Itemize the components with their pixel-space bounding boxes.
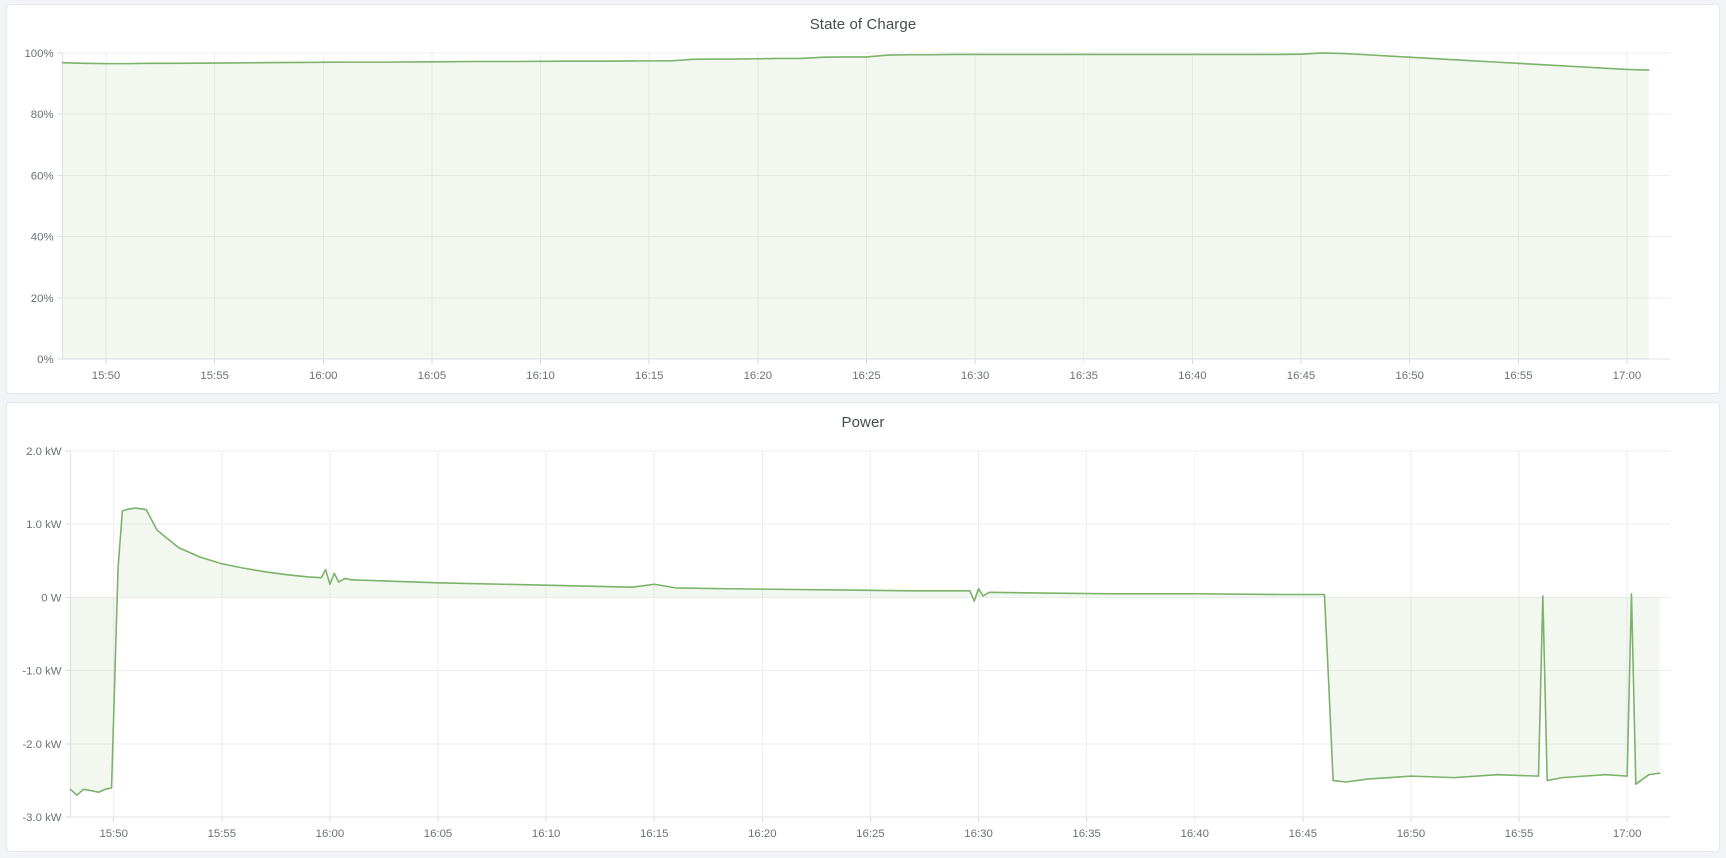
y-tick-label: -1.0 kW [22, 666, 61, 678]
x-tick-label: 16:40 [1178, 370, 1207, 382]
y-tick-label: -2.0 kW [22, 739, 61, 751]
y-tick-label: 60% [31, 170, 54, 182]
x-tick-label: 16:35 [1072, 828, 1100, 840]
x-tick-label: 16:50 [1397, 828, 1425, 840]
panel-title-power: Power [841, 414, 885, 431]
plot-area-state-of-charge[interactable]: 0% 20% 40% 60% 80% 100% 15:50 15:55 16:00 16:05 16… [7, 39, 1719, 393]
series-area-fill [62, 52, 1649, 360]
x-tick-label: 16:20 [744, 370, 773, 382]
y-tick-label: 0% [37, 354, 53, 366]
x-tick-label: 16:05 [424, 828, 452, 840]
x-tick-label: 16:40 [1180, 828, 1208, 840]
y-tick-label: 100% [24, 48, 53, 60]
x-tick-label: 15:50 [92, 370, 121, 382]
x-tick-label: 16:35 [1069, 370, 1098, 382]
series-line [61, 52, 1650, 71]
plot-area-power[interactable]: 2.0 kW 1.0 kW 0 W -1.0 kW -2.0 kW -3.0 kW 15:5… [7, 437, 1719, 851]
x-tick-label: 16:30 [961, 370, 990, 382]
panel-state-of-charge: State of Charge 0% 20% 40% 60% 80% 100% 15:50 1… [6, 4, 1720, 394]
x-tick-label: 17:00 [1613, 370, 1642, 382]
chart-state-of-charge[interactable]: 0% 20% 40% 60% 80% 100% 15:50 15:55 16:00 16:05 16… [7, 39, 1719, 393]
y-tick-label: 40% [31, 232, 54, 244]
x-tick-label: 16:10 [526, 370, 555, 382]
x-tick-label: 16:30 [964, 828, 992, 840]
x-tick-label: 16:25 [852, 370, 881, 382]
y-tick-label: 80% [31, 109, 54, 121]
y-tick-label: 1.0 kW [26, 519, 62, 531]
x-tick-label: 16:00 [316, 828, 344, 840]
chart-power[interactable]: 2.0 kW 1.0 kW 0 W -1.0 kW -2.0 kW -3.0 kW 15:5… [7, 437, 1719, 851]
x-tick-label: 16:20 [748, 828, 776, 840]
y-tick-label: 2.0 kW [26, 446, 62, 458]
x-tick-label: 15:55 [200, 370, 229, 382]
y-tick-label: 20% [31, 293, 54, 305]
y-tick-label: 0 W [41, 592, 61, 604]
x-tick-label: 16:45 [1289, 828, 1317, 840]
x-tick-label: 16:45 [1287, 370, 1316, 382]
x-tick-label: 16:15 [635, 370, 664, 382]
x-tick-label: 16:10 [532, 828, 560, 840]
series-line [69, 507, 1661, 796]
series-area-fill [70, 508, 1660, 796]
x-tick-label: 15:55 [208, 828, 236, 840]
x-tick-label: 16:00 [309, 370, 338, 382]
x-tick-label: 16:05 [418, 370, 447, 382]
x-tick-label: 17:00 [1613, 828, 1641, 840]
panel-title-state-of-charge: State of Charge [809, 16, 917, 33]
y-tick-label: -3.0 kW [22, 812, 61, 824]
x-tick-label: 16:25 [856, 828, 884, 840]
x-tick-label: 16:55 [1504, 370, 1533, 382]
x-tick-label: 16:55 [1505, 828, 1533, 840]
panel-power: Power 2.0 kW 1.0 kW 0 W -1.0 kW -2.0 kW -3.0 … [6, 402, 1720, 852]
x-tick-label: 16:15 [640, 828, 668, 840]
x-tick-label: 16:50 [1395, 370, 1424, 382]
x-tick-label: 15:50 [99, 828, 127, 840]
